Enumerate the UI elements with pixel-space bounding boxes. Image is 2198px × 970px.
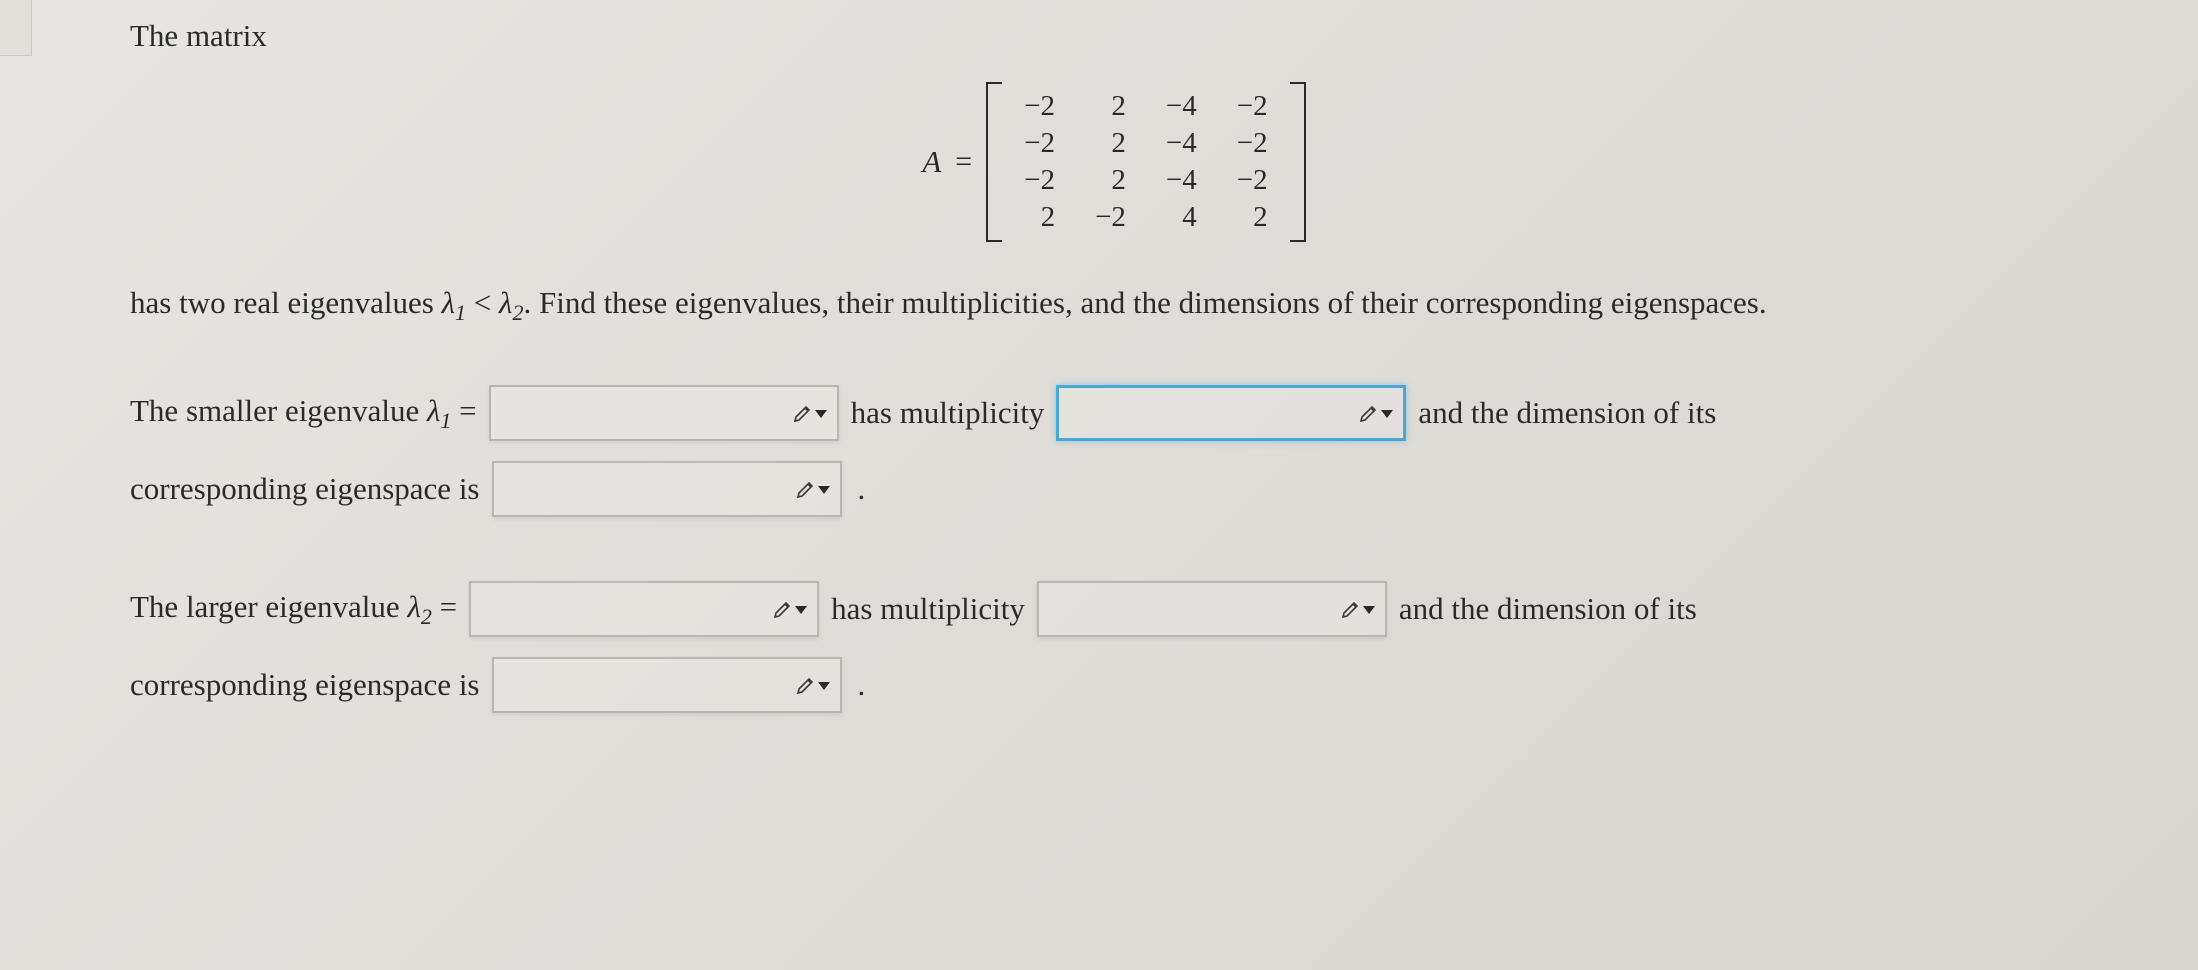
matrix-cell: 2	[1075, 88, 1146, 125]
answer-line-1b: corresponding eigenspace is .	[130, 461, 2098, 517]
matrix-cell: −2	[1004, 162, 1075, 199]
label-eigenspace: corresponding eigenspace is	[130, 667, 480, 703]
lambda1-value-input[interactable]	[489, 385, 839, 441]
period: .	[858, 667, 866, 703]
matrix-cell: −4	[1146, 125, 1217, 162]
matrix-equation: A = −2 2 −4 −2 −2 2 −4 −2	[130, 82, 2098, 242]
matrix-cell: −2	[1004, 125, 1075, 162]
answer-line-2a: The larger eigenvalue λ2 = has multiplic…	[130, 581, 2098, 637]
edit-icon[interactable]	[773, 599, 807, 619]
edit-icon[interactable]	[793, 403, 827, 423]
answer-line-2b: corresponding eigenspace is .	[130, 657, 2098, 713]
edit-icon[interactable]	[1341, 599, 1375, 619]
period: .	[858, 471, 866, 507]
edit-icon[interactable]	[1359, 403, 1393, 423]
pencil-icon	[793, 403, 813, 423]
matrix-cell: −4	[1146, 88, 1217, 125]
question-container: The matrix A = −2 2 −4 −2 −2 2 −4	[0, 0, 2198, 817]
edit-icon[interactable]	[796, 479, 830, 499]
pencil-icon	[796, 675, 816, 695]
label-eigenspace: corresponding eigenspace is	[130, 471, 480, 507]
matrix-cell: −2	[1217, 125, 1288, 162]
equals-sign: =	[955, 145, 972, 179]
lambda-symbol: λ	[442, 285, 455, 320]
lambda2-dimension-input[interactable]	[492, 657, 842, 713]
pencil-icon	[773, 599, 793, 619]
matrix-cell: −2	[1075, 199, 1146, 236]
matrix-cell: 2	[1075, 125, 1146, 162]
matrix-bracket: −2 2 −4 −2 −2 2 −4 −2 −2 2 −4	[986, 82, 1305, 242]
matrix-row: −2 2 −4 −2	[1004, 125, 1287, 162]
subscript-2: 2	[512, 300, 523, 325]
eigenvalue-1-group: The smaller eigenvalue λ1 = has multipli…	[130, 385, 2098, 517]
label-multiplicity: has multiplicity	[851, 395, 1045, 431]
matrix-row: 2 −2 4 2	[1004, 199, 1287, 236]
pencil-icon	[1341, 599, 1361, 619]
dropdown-icon	[815, 410, 827, 418]
label-multiplicity: has multiplicity	[831, 591, 1025, 627]
matrix-table: −2 2 −4 −2 −2 2 −4 −2 −2 2 −4	[1004, 88, 1287, 236]
matrix-cell: 2	[1004, 199, 1075, 236]
question-description: has two real eigenvalues λ1 < λ2. Find t…	[130, 277, 2098, 331]
label-lambda1: The smaller eigenvalue λ1 =	[130, 393, 477, 434]
desc-relation: <	[466, 285, 499, 320]
lambda1-dimension-input[interactable]	[492, 461, 842, 517]
matrix-cell: 2	[1075, 162, 1146, 199]
label-dimension-prefix: and the dimension of its	[1418, 395, 1716, 431]
dropdown-icon	[795, 606, 807, 614]
matrix-row: −2 2 −4 −2	[1004, 88, 1287, 125]
desc-text-a: has two real eigenvalues	[130, 285, 442, 320]
matrix-cell: −2	[1004, 88, 1075, 125]
label-lambda2: The larger eigenvalue λ2 =	[130, 589, 457, 630]
intro-text: The matrix	[130, 18, 2098, 54]
lambda1-multiplicity-input[interactable]	[1056, 385, 1406, 441]
dropdown-icon	[1381, 410, 1393, 418]
matrix-cell: −4	[1146, 162, 1217, 199]
lambda2-multiplicity-input[interactable]	[1037, 581, 1387, 637]
lambda2-value-input[interactable]	[469, 581, 819, 637]
subscript-1: 1	[455, 300, 466, 325]
matrix-row: −2 2 −4 −2	[1004, 162, 1287, 199]
edit-icon[interactable]	[796, 675, 830, 695]
matrix-cell: −2	[1217, 162, 1288, 199]
pencil-icon	[796, 479, 816, 499]
matrix-cell: 2	[1217, 199, 1288, 236]
answer-line-1a: The smaller eigenvalue λ1 = has multipli…	[130, 385, 2098, 441]
matrix-variable: A	[922, 144, 941, 180]
lambda-symbol: λ	[499, 285, 512, 320]
matrix-cell: −2	[1217, 88, 1288, 125]
dropdown-icon	[818, 486, 830, 494]
matrix-cell: 4	[1146, 199, 1217, 236]
eigenvalue-2-group: The larger eigenvalue λ2 = has multiplic…	[130, 581, 2098, 713]
label-dimension-prefix: and the dimension of its	[1399, 591, 1697, 627]
dropdown-icon	[818, 682, 830, 690]
dropdown-icon	[1363, 606, 1375, 614]
desc-text-b: . Find these eigenvalues, their multipli…	[523, 285, 1766, 320]
pencil-icon	[1359, 403, 1379, 423]
